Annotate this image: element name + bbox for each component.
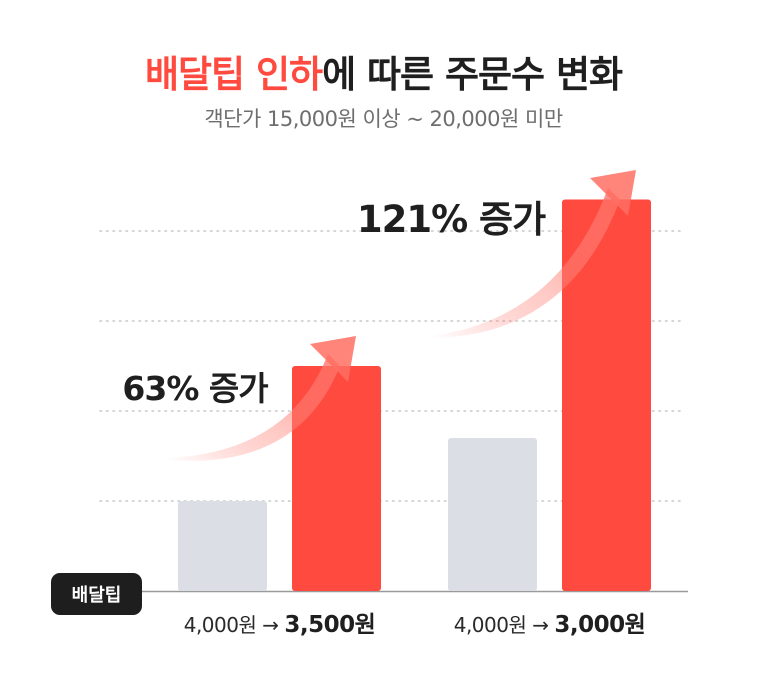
badge-background (51, 573, 142, 615)
arrow-head (590, 170, 636, 216)
arrow-head (310, 336, 356, 382)
to-price: 3,000원 (554, 612, 645, 638)
change-label: 63% 증가 (122, 369, 268, 408)
category-label: 4,000원 → 3,500원 (184, 612, 376, 638)
category-label: 4,000원 → 3,000원 (454, 612, 646, 638)
chart-title: 배달팁 인하에 따른 주문수 변화 (0, 44, 767, 98)
title-rest: 에 따른 주문수 변화 (322, 53, 623, 96)
change-label: 121% 증가 (357, 198, 546, 241)
to-price: 3,500원 (284, 612, 375, 638)
arrow-shaft (432, 188, 620, 338)
badge-label: 배달팁 (72, 585, 122, 606)
arrow-shaft (168, 354, 340, 461)
bar-after (292, 366, 381, 591)
chart-subtitle: 객단가 15,000원 이상 ~ 20,000원 미만 (204, 107, 563, 131)
gridlines (52, 230, 688, 593)
x-axis-badge: 배달팁 (51, 573, 142, 615)
growth-arrow (432, 170, 636, 338)
bar-after (562, 199, 651, 591)
from-price: 4,000원 (454, 613, 533, 637)
arrow-glyph: → (532, 613, 554, 637)
arrow-glyph: → (262, 613, 284, 637)
title-highlight: 배달팁 인하 (144, 53, 323, 96)
labels: 배달팁 63% 증가 4,000원 → 3,500원 121% 증가 4,000원 → … (51, 198, 646, 638)
bars (178, 199, 651, 591)
bar-before (178, 501, 267, 591)
bar-before (448, 438, 537, 591)
growth-arrows (168, 170, 636, 461)
growth-arrow (168, 336, 356, 461)
from-price: 4,000원 (184, 613, 263, 637)
